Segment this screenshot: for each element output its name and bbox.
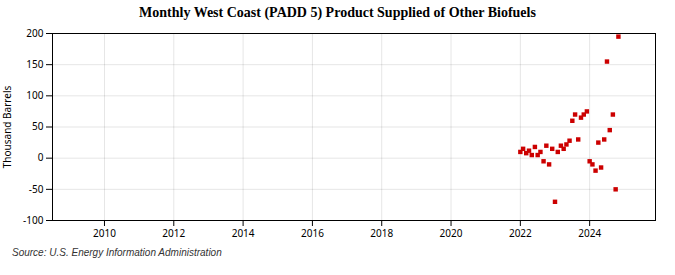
svg-text:200: 200 bbox=[26, 26, 43, 40]
svg-text:100: 100 bbox=[26, 88, 43, 102]
svg-text:2020: 2020 bbox=[440, 226, 463, 240]
svg-text:-50: -50 bbox=[29, 182, 44, 196]
svg-text:2012: 2012 bbox=[162, 226, 185, 240]
svg-text:2022: 2022 bbox=[509, 226, 532, 240]
svg-text:2014: 2014 bbox=[232, 226, 255, 240]
svg-text:Thousand Barrels: Thousand Barrels bbox=[0, 86, 14, 169]
svg-text:150: 150 bbox=[26, 57, 43, 71]
svg-text:2016: 2016 bbox=[301, 226, 324, 240]
html-text:Source: U.S. Energy Informatio: Source: U.S. Energy Information Administ… bbox=[12, 247, 222, 258]
html-text:Monthly West Coast (PADD 5) Pr: Monthly West Coast (PADD 5) Product Supp… bbox=[139, 5, 536, 20]
svg-text:2024: 2024 bbox=[578, 226, 601, 240]
svg-text:2018: 2018 bbox=[370, 226, 393, 240]
svg-text:0: 0 bbox=[38, 150, 44, 164]
svg-text:2010: 2010 bbox=[93, 226, 116, 240]
svg-text:50: 50 bbox=[32, 119, 44, 133]
svg-text:-100: -100 bbox=[23, 213, 44, 227]
